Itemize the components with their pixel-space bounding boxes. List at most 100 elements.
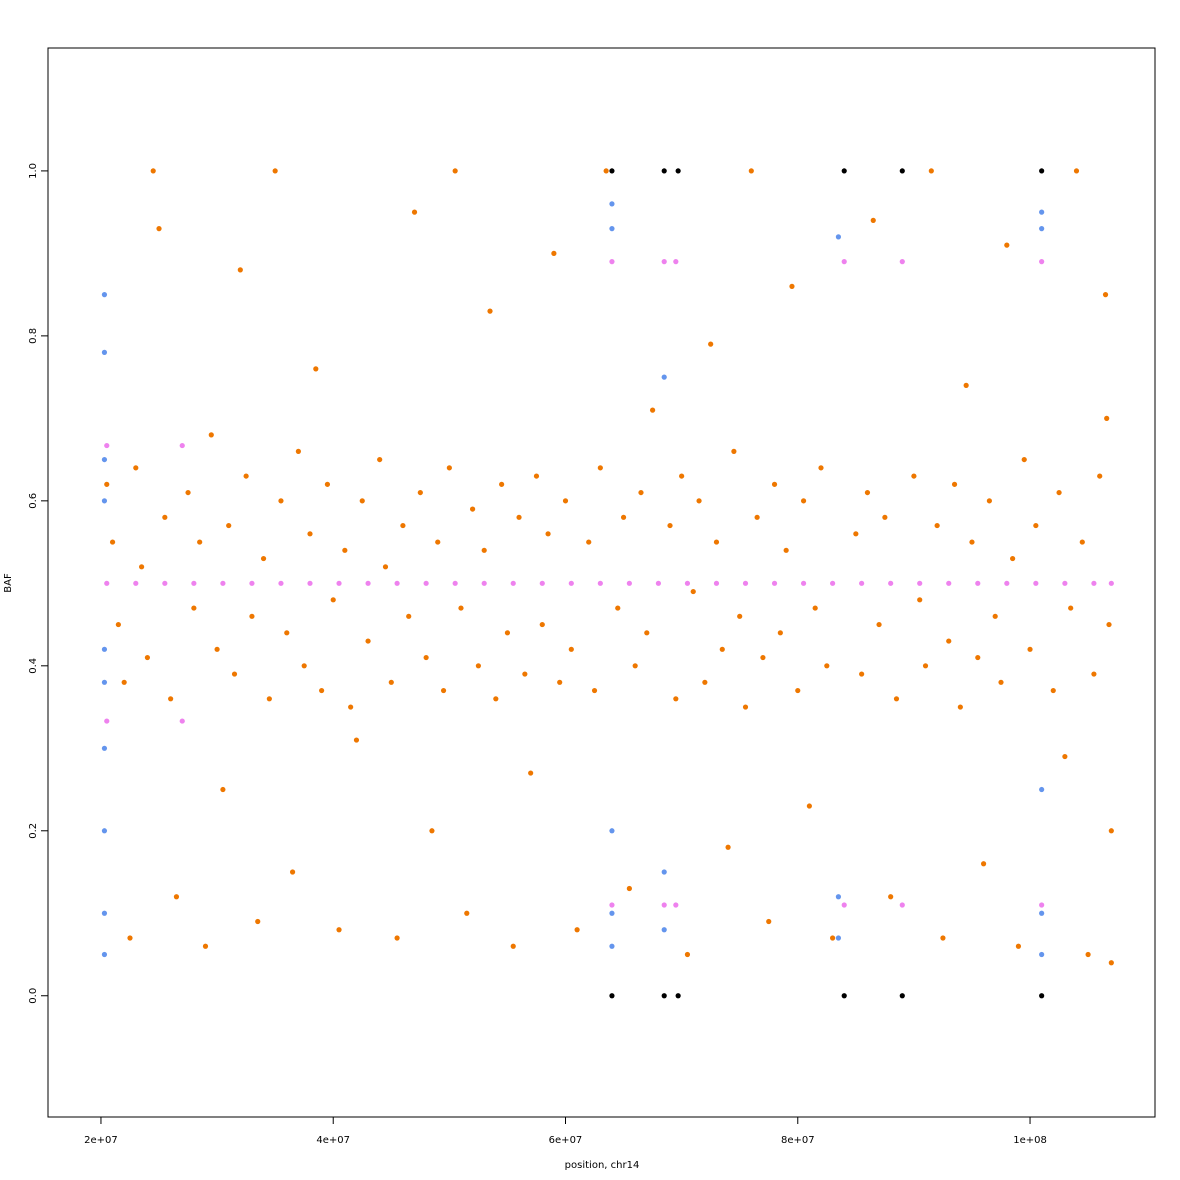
point xyxy=(162,580,168,586)
point xyxy=(394,935,400,941)
point xyxy=(1073,168,1080,174)
point xyxy=(928,168,934,174)
point xyxy=(214,646,220,652)
point xyxy=(661,869,667,875)
point xyxy=(101,745,108,751)
point xyxy=(133,580,139,586)
point xyxy=(626,885,632,892)
point xyxy=(841,259,847,265)
point xyxy=(452,168,458,174)
point xyxy=(661,927,667,933)
point xyxy=(109,539,116,545)
point xyxy=(626,580,632,586)
point xyxy=(101,349,108,355)
point xyxy=(586,539,592,545)
point xyxy=(400,522,406,529)
point xyxy=(882,514,888,520)
point xyxy=(377,456,383,463)
point xyxy=(684,951,691,958)
point xyxy=(946,638,952,644)
point xyxy=(452,580,458,586)
point xyxy=(655,580,662,586)
point xyxy=(661,993,667,999)
point xyxy=(1033,580,1039,586)
point xyxy=(1108,828,1114,834)
point xyxy=(1106,621,1112,628)
point xyxy=(446,465,452,471)
point xyxy=(609,902,615,908)
point xyxy=(469,506,476,512)
point xyxy=(1010,555,1016,562)
point xyxy=(562,498,569,504)
point xyxy=(1056,489,1062,496)
point xyxy=(812,605,818,611)
point xyxy=(411,209,418,215)
point xyxy=(1085,951,1091,958)
point xyxy=(841,993,847,999)
point xyxy=(504,630,511,636)
point xyxy=(800,498,807,504)
point xyxy=(1108,960,1114,966)
point xyxy=(713,580,720,586)
point xyxy=(307,580,313,586)
point xyxy=(121,679,127,685)
point xyxy=(771,580,778,586)
point xyxy=(609,943,615,949)
point xyxy=(725,844,731,850)
point xyxy=(249,580,255,586)
point xyxy=(795,687,801,694)
point xyxy=(946,580,952,586)
point xyxy=(1108,580,1114,586)
point xyxy=(101,951,108,958)
point xyxy=(1039,259,1045,265)
point xyxy=(423,580,429,586)
point xyxy=(609,226,615,232)
point xyxy=(231,671,238,677)
x-tick-label: 8e+07 xyxy=(781,1135,815,1146)
point xyxy=(104,481,110,487)
point xyxy=(255,918,261,925)
point xyxy=(516,514,522,520)
point xyxy=(859,671,865,677)
point xyxy=(1039,168,1045,174)
point xyxy=(922,663,929,669)
point xyxy=(336,927,342,933)
point xyxy=(104,718,110,724)
point xyxy=(934,522,940,529)
x-tick-label: 4e+07 xyxy=(316,1135,350,1146)
point xyxy=(591,687,598,694)
point xyxy=(731,448,737,454)
point xyxy=(673,259,679,265)
point xyxy=(295,448,301,454)
point xyxy=(1039,993,1045,999)
point xyxy=(963,382,969,388)
point xyxy=(835,935,842,941)
point xyxy=(1050,687,1056,694)
point xyxy=(620,514,627,520)
point xyxy=(684,580,691,586)
plot-frame xyxy=(47,47,1156,1118)
x-tick-label: 6e+07 xyxy=(549,1135,583,1146)
point xyxy=(638,489,644,496)
y-tick-label: 1.0 xyxy=(28,163,39,179)
point xyxy=(1039,951,1045,958)
point xyxy=(917,597,923,603)
point xyxy=(150,168,156,174)
point xyxy=(917,580,923,586)
point xyxy=(499,481,505,487)
point xyxy=(864,489,871,496)
point xyxy=(789,283,795,289)
point xyxy=(1104,415,1110,421)
y-tick-label: 0.6 xyxy=(28,493,39,509)
point xyxy=(423,654,429,661)
y-tick-label: 0.8 xyxy=(28,328,39,344)
point xyxy=(133,465,139,471)
point xyxy=(824,663,830,669)
point xyxy=(980,861,987,867)
point xyxy=(101,646,108,652)
point xyxy=(191,580,197,586)
point xyxy=(632,663,638,669)
point xyxy=(841,168,847,174)
point xyxy=(319,687,325,694)
